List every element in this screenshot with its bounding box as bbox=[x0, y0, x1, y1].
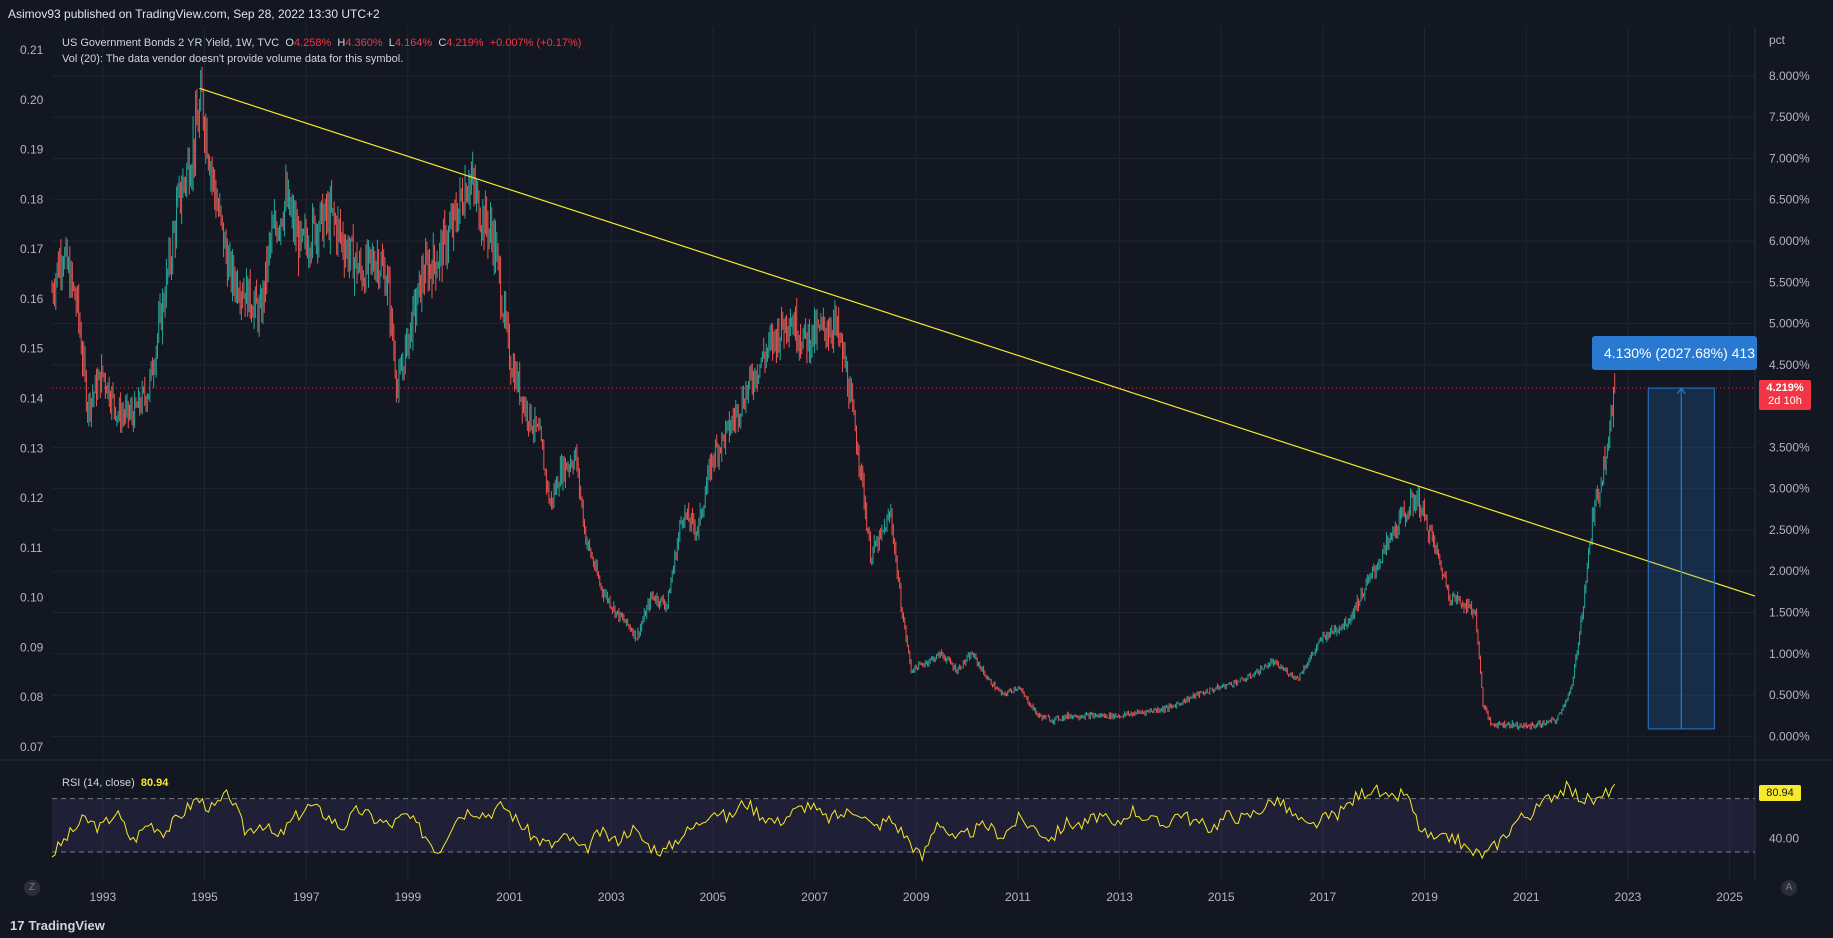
price-badge-countdown: 2d 10h bbox=[1768, 395, 1802, 407]
legend-c-label: C bbox=[438, 37, 447, 49]
price-chart[interactable]: 40.00 1993 1995 1997 1999 2001 2003 2005 2007 20… bbox=[0, 27, 1833, 910]
y-right-tick: 2.500% bbox=[1769, 523, 1810, 537]
legend-o-value: 4.258% bbox=[293, 37, 332, 49]
y-right-tick: 5.500% bbox=[1769, 275, 1810, 289]
x-tick-2019: 2019 bbox=[1411, 890, 1438, 904]
x-tick-2003: 2003 bbox=[598, 890, 625, 904]
chart-legend: US Government Bonds 2 YR Yield, 1W, TVC … bbox=[62, 35, 581, 67]
z-button[interactable]: Z bbox=[24, 880, 40, 896]
x-tick-2023: 2023 bbox=[1615, 890, 1642, 904]
measure-label[interactable]: 4.130% (2027.68%) 413 bbox=[1592, 336, 1757, 370]
x-tick-1993: 1993 bbox=[89, 890, 116, 904]
y-left-tick: 0.13 bbox=[20, 441, 44, 455]
y-right-tick: 2.000% bbox=[1769, 564, 1810, 578]
x-tick-2007: 2007 bbox=[801, 890, 828, 904]
y-axis-right: pct 8.000% 7.500% 7.000% 6.500% 6.000% 5.500% 5… bbox=[1769, 33, 1810, 743]
legend-vol: Vol (20): The data vendor doesn't provid… bbox=[62, 53, 404, 65]
chart-grid bbox=[52, 27, 1755, 880]
y-right-tick: 0.500% bbox=[1769, 688, 1810, 702]
x-tick-2025: 2025 bbox=[1716, 890, 1743, 904]
x-tick-1995: 1995 bbox=[191, 890, 218, 904]
y-left-tick: 0.19 bbox=[20, 143, 44, 157]
y-right-tick: 5.000% bbox=[1769, 317, 1810, 331]
price-badge-value: 4.219% bbox=[1766, 382, 1804, 394]
y-left-tick: 0.10 bbox=[20, 591, 44, 605]
rsi-line bbox=[51, 780, 1616, 863]
y-left-tick: 0.11 bbox=[20, 541, 43, 555]
y-left-tick: 0.09 bbox=[20, 640, 44, 654]
price-badge: 4.219% 2d 10h bbox=[1759, 380, 1811, 410]
y-right-tick: 0.000% bbox=[1769, 729, 1810, 743]
rsi-legend: RSI (14, close) 80.94 bbox=[62, 777, 168, 789]
rsi-band-fill bbox=[52, 798, 1755, 852]
legend-ohlc: US Government Bonds 2 YR Yield, 1W, TVC … bbox=[62, 35, 581, 51]
legend-h-label: H bbox=[337, 37, 346, 49]
x-tick-2011: 2011 bbox=[1005, 890, 1031, 904]
rsi-label-text: RSI (14, close) bbox=[62, 777, 135, 789]
x-tick-2021: 2021 bbox=[1513, 890, 1540, 904]
x-tick-2009: 2009 bbox=[903, 890, 930, 904]
legend-l-value: 4.164% bbox=[394, 37, 433, 49]
y-right-tick: 6.500% bbox=[1769, 193, 1810, 207]
legend-c-value: 4.219% bbox=[446, 37, 484, 49]
y-right-tick: 3.500% bbox=[1769, 440, 1810, 454]
trendline[interactable] bbox=[199, 87, 1756, 597]
legend-change: +0.007% (+0.17%) bbox=[489, 37, 582, 49]
y-left-tick: 0.18 bbox=[20, 192, 44, 206]
y-left-tick: 0.07 bbox=[20, 740, 44, 754]
brand-text: TradingView bbox=[28, 918, 105, 933]
x-tick-2017: 2017 bbox=[1310, 890, 1337, 904]
y-right-tick: 7.500% bbox=[1769, 110, 1810, 124]
y-right-tick: 6.000% bbox=[1769, 234, 1810, 248]
tradingview-logo[interactable]: 17 TradingView bbox=[10, 918, 105, 933]
x-tick-1997: 1997 bbox=[293, 890, 320, 904]
legend-symbol: US Government Bonds 2 YR Yield, 1W, TVC bbox=[62, 37, 280, 49]
footer: 17 TradingView bbox=[0, 910, 1833, 938]
y-left-tick: 0.21 bbox=[20, 43, 44, 57]
y-right-tick: 4.500% bbox=[1769, 358, 1810, 372]
y-axis-unit: pct bbox=[1769, 33, 1786, 47]
price-series bbox=[51, 66, 1755, 731]
y-right-tick: 8.000% bbox=[1769, 69, 1810, 83]
y-right-tick: 1.500% bbox=[1769, 606, 1810, 620]
x-tick-2001: 2001 bbox=[496, 890, 523, 904]
rsi-axis-tick: 40.00 bbox=[1769, 832, 1799, 846]
trendline-segment bbox=[199, 87, 1756, 597]
y-left-tick: 0.15 bbox=[20, 342, 44, 356]
tv-logo-icon: 17 bbox=[10, 918, 25, 933]
rsi-path bbox=[51, 780, 1616, 863]
y-left-tick: 0.16 bbox=[20, 292, 44, 306]
y-right-tick: 3.000% bbox=[1769, 482, 1810, 496]
y-left-tick: 0.12 bbox=[20, 491, 44, 505]
y-axis-left: 0.21 0.20 0.19 0.18 0.17 0.16 0.15 0.14 0.13 0.12… bbox=[20, 43, 44, 754]
y-right-tick: 1.000% bbox=[1769, 647, 1810, 661]
publish-text: Asimov93 published on TradingView.com, S… bbox=[8, 7, 380, 21]
rsi-value-badge: 80.94 bbox=[1759, 785, 1801, 801]
x-axis: 1993 1995 1997 1999 2001 2003 2005 2007 2009 2011… bbox=[89, 890, 1743, 904]
x-tick-2005: 2005 bbox=[700, 890, 727, 904]
rsi-band: 40.00 bbox=[52, 798, 1799, 853]
y-left-tick: 0.17 bbox=[20, 242, 44, 256]
measure-arrowhead bbox=[1676, 386, 1686, 395]
pane-separator bbox=[0, 27, 1833, 880]
x-tick-1999: 1999 bbox=[394, 890, 421, 904]
legend-o-label: O bbox=[285, 37, 294, 49]
x-tick-2013: 2013 bbox=[1106, 890, 1133, 904]
a-button[interactable]: A bbox=[1781, 880, 1797, 896]
publish-header: Asimov93 published on TradingView.com, S… bbox=[0, 0, 1833, 27]
x-tick-2015: 2015 bbox=[1208, 890, 1235, 904]
legend-l-label: L bbox=[388, 37, 395, 49]
y-left-tick: 0.20 bbox=[20, 93, 44, 107]
legend-h-value: 4.360% bbox=[345, 37, 383, 49]
y-left-tick: 0.14 bbox=[20, 392, 44, 406]
measure-tool[interactable] bbox=[1647, 386, 1715, 730]
y-left-tick: 0.08 bbox=[20, 690, 44, 704]
y-right-tick: 7.000% bbox=[1769, 151, 1810, 165]
rsi-value: 80.94 bbox=[140, 777, 169, 789]
